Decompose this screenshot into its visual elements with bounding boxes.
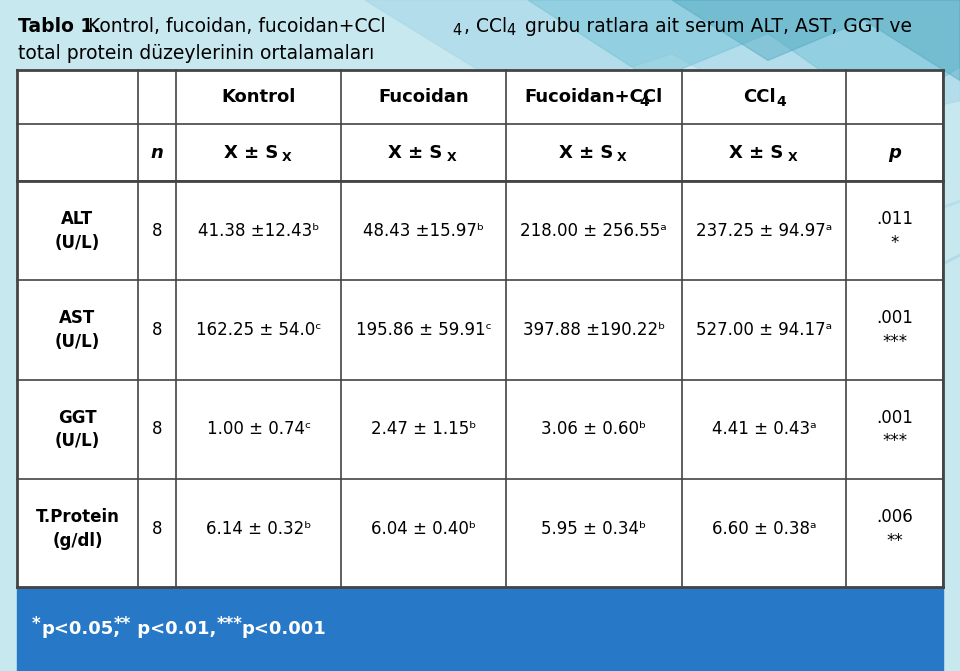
- Text: Fucoidan: Fucoidan: [378, 89, 468, 106]
- Text: .001
***: .001 ***: [876, 409, 913, 450]
- Text: X ± S: X ± S: [559, 144, 613, 162]
- Text: Tablo 1.: Tablo 1.: [18, 17, 100, 36]
- Text: 8: 8: [152, 321, 162, 339]
- Text: 195.86 ± 59.91ᶜ: 195.86 ± 59.91ᶜ: [355, 321, 492, 339]
- Bar: [17, 70, 943, 587]
- Text: 3.06 ± 0.60ᵇ: 3.06 ± 0.60ᵇ: [541, 421, 646, 438]
- Text: **: **: [113, 615, 131, 633]
- Text: 237.25 ± 94.97ᵃ: 237.25 ± 94.97ᵃ: [696, 222, 832, 240]
- Text: GGT
(U/L): GGT (U/L): [55, 409, 100, 450]
- Text: 4: 4: [639, 95, 649, 109]
- Text: X ± S: X ± S: [389, 144, 443, 162]
- Text: X: X: [282, 151, 292, 164]
- Text: n: n: [151, 144, 163, 162]
- Text: 8: 8: [152, 520, 162, 537]
- Text: 4: 4: [506, 23, 516, 38]
- Text: 41.38 ±12.43ᵇ: 41.38 ±12.43ᵇ: [198, 222, 320, 240]
- Text: .006
**: .006 **: [876, 508, 913, 550]
- Text: 397.88 ±190.22ᵇ: 397.88 ±190.22ᵇ: [522, 321, 665, 339]
- Text: .011
*: .011 *: [876, 210, 913, 252]
- Bar: [17, 587, 943, 671]
- Text: p<0.001: p<0.001: [241, 620, 326, 638]
- Text: 6.60 ± 0.38ᵃ: 6.60 ± 0.38ᵃ: [712, 520, 816, 537]
- Text: 218.00 ± 256.55ᵃ: 218.00 ± 256.55ᵃ: [520, 222, 667, 240]
- Text: 6.14 ± 0.32ᵇ: 6.14 ± 0.32ᵇ: [206, 520, 311, 537]
- Text: 4: 4: [777, 95, 786, 109]
- Text: ***: ***: [216, 615, 242, 633]
- Text: p<0.01,: p<0.01,: [132, 620, 217, 638]
- Text: 8: 8: [152, 222, 162, 240]
- Text: 5.95 ± 0.34ᵇ: 5.95 ± 0.34ᵇ: [541, 520, 646, 537]
- Text: Fucoidan+CCl: Fucoidan+CCl: [525, 89, 663, 106]
- Text: 4.41 ± 0.43ᵃ: 4.41 ± 0.43ᵃ: [711, 421, 816, 438]
- Text: X: X: [787, 151, 797, 164]
- Text: 48.43 ±15.97ᵇ: 48.43 ±15.97ᵇ: [363, 222, 484, 240]
- Text: grubu ratlara ait serum ALT, AST, GGT ve: grubu ratlara ait serum ALT, AST, GGT ve: [519, 17, 912, 36]
- Text: Kontrol: Kontrol: [222, 89, 296, 106]
- Text: .001
***: .001 ***: [876, 309, 913, 351]
- Text: X ± S: X ± S: [224, 144, 278, 162]
- Text: Kontrol, fucoidan, fucoidan+CCl: Kontrol, fucoidan, fucoidan+CCl: [82, 17, 386, 36]
- Polygon shape: [365, 0, 960, 134]
- Text: *: *: [32, 615, 40, 633]
- Text: , CCl: , CCl: [464, 17, 507, 36]
- Text: T.Protein
(g/dl): T.Protein (g/dl): [36, 508, 119, 550]
- Text: p<0.05,: p<0.05,: [41, 620, 120, 638]
- Text: X ± S: X ± S: [729, 144, 783, 162]
- Polygon shape: [528, 0, 960, 114]
- Text: total protein düzeylerinin ortalamaları: total protein düzeylerinin ortalamaları: [18, 44, 374, 63]
- Text: 1.00 ± 0.74ᶜ: 1.00 ± 0.74ᶜ: [206, 421, 311, 438]
- Text: 8: 8: [152, 421, 162, 438]
- Text: X: X: [446, 151, 456, 164]
- Polygon shape: [672, 0, 960, 81]
- Text: AST
(U/L): AST (U/L): [55, 309, 100, 351]
- Text: 162.25 ± 54.0ᶜ: 162.25 ± 54.0ᶜ: [196, 321, 322, 339]
- Text: ALT
(U/L): ALT (U/L): [55, 210, 100, 252]
- Text: 527.00 ± 94.17ᵃ: 527.00 ± 94.17ᵃ: [696, 321, 832, 339]
- Text: 2.47 ± 1.15ᵇ: 2.47 ± 1.15ᵇ: [371, 421, 476, 438]
- Text: 6.04 ± 0.40ᵇ: 6.04 ± 0.40ᵇ: [372, 520, 476, 537]
- Text: CCl: CCl: [743, 89, 776, 106]
- Text: p: p: [888, 144, 901, 162]
- Text: 4: 4: [452, 23, 461, 38]
- Text: X: X: [617, 151, 627, 164]
